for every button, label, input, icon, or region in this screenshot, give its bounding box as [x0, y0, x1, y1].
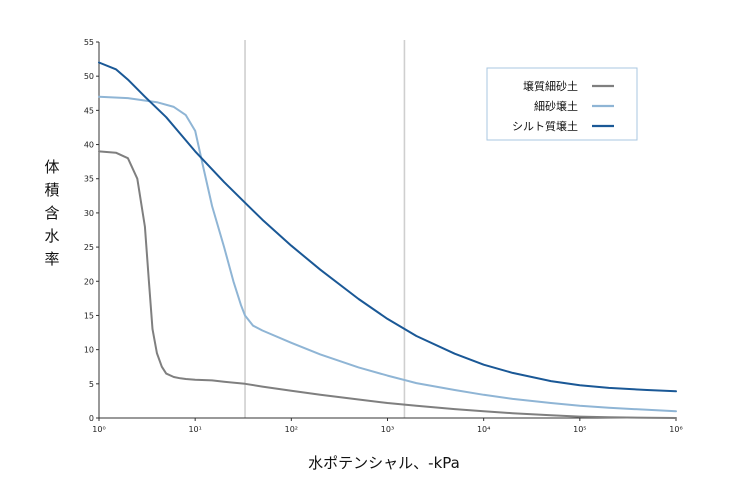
legend-label: 壌質細砂土: [523, 79, 578, 93]
x-tick-label: 10³: [381, 425, 394, 434]
y-axis-title-char: 水: [44, 227, 59, 245]
x-axis-title: 水ポテンシャル、-kPa: [308, 454, 460, 472]
y-axis-title: 体積含水率: [44, 158, 59, 268]
y-tick-label: 50: [84, 72, 94, 81]
y-axis-title-char: 率: [44, 250, 59, 268]
x-tick-label: 10²: [285, 425, 298, 434]
y-tick-label: 10: [84, 346, 94, 355]
y-axis-title-char: 体: [44, 158, 59, 176]
series-line-3: [98, 61, 677, 393]
y-tick-label: 30: [84, 209, 94, 218]
x-tick-label: 10⁵: [573, 425, 586, 434]
y-tick-label: 35: [84, 175, 94, 184]
series-lines: [98, 61, 677, 419]
y-tick-label: 25: [84, 243, 94, 252]
y-tick-label: 0: [89, 414, 94, 423]
series-line-2: [98, 95, 677, 413]
y-axis-title-char: 積: [44, 181, 59, 199]
legend-box: [486, 67, 638, 141]
x-axis-ticks: 10⁰ 10¹ 10² 10³ 10⁴ 10⁵ 10⁶: [92, 418, 683, 434]
legend-label: シルト質壌土: [512, 119, 578, 133]
y-axis-title-char: 含: [44, 204, 59, 222]
y-tick-label: 45: [84, 106, 94, 115]
x-tick-label: 10¹: [188, 425, 201, 434]
y-axis-ticks: 0 5 10 15 20 25 30 35 40 45 50 55: [84, 38, 99, 423]
y-tick-label: 15: [84, 311, 94, 320]
reference-lines: [244, 40, 406, 418]
x-tick-label: 10⁴: [477, 425, 490, 434]
legend-label: 細砂壌土: [534, 100, 578, 113]
y-tick-label: 20: [84, 277, 94, 286]
y-tick-label: 40: [84, 141, 94, 150]
y-tick-label: 5: [89, 380, 94, 389]
x-tick-label: 10⁶: [669, 425, 682, 434]
y-tick-label: 55: [84, 38, 94, 47]
series-line-1: [98, 150, 677, 419]
x-tick-label: 10⁰: [92, 425, 105, 434]
